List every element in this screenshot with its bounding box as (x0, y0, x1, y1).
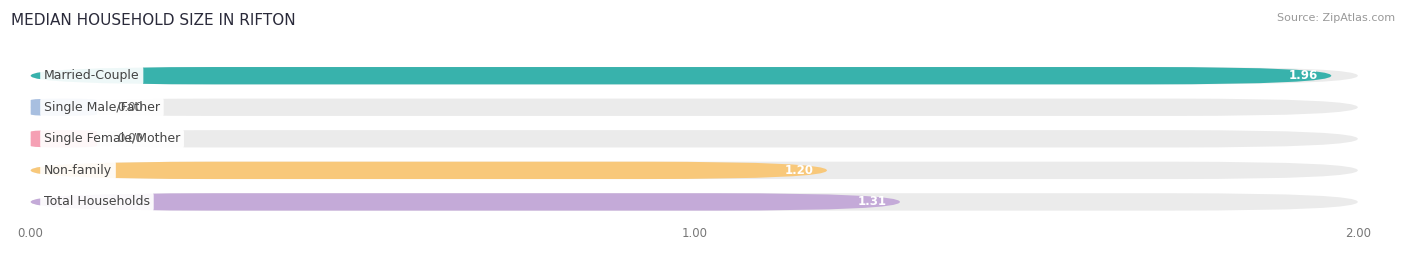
FancyBboxPatch shape (31, 193, 1358, 211)
FancyBboxPatch shape (31, 130, 97, 147)
Text: 1.20: 1.20 (785, 164, 814, 177)
FancyBboxPatch shape (31, 99, 1358, 116)
Text: 0.00: 0.00 (117, 132, 143, 145)
FancyBboxPatch shape (31, 162, 1358, 179)
Text: 1.96: 1.96 (1289, 69, 1317, 82)
FancyBboxPatch shape (31, 67, 1358, 84)
FancyBboxPatch shape (31, 162, 827, 179)
Text: 0.00: 0.00 (117, 101, 143, 114)
Text: 1.31: 1.31 (858, 195, 887, 209)
FancyBboxPatch shape (31, 130, 1358, 147)
FancyBboxPatch shape (31, 67, 1331, 84)
FancyBboxPatch shape (31, 99, 97, 116)
Text: Total Households: Total Households (44, 195, 150, 209)
Text: Source: ZipAtlas.com: Source: ZipAtlas.com (1277, 13, 1395, 23)
Text: Single Male/Father: Single Male/Father (44, 101, 160, 114)
Text: Married-Couple: Married-Couple (44, 69, 139, 82)
Text: MEDIAN HOUSEHOLD SIZE IN RIFTON: MEDIAN HOUSEHOLD SIZE IN RIFTON (11, 13, 295, 28)
Text: Single Female/Mother: Single Female/Mother (44, 132, 180, 145)
Text: Non-family: Non-family (44, 164, 112, 177)
FancyBboxPatch shape (31, 193, 900, 211)
